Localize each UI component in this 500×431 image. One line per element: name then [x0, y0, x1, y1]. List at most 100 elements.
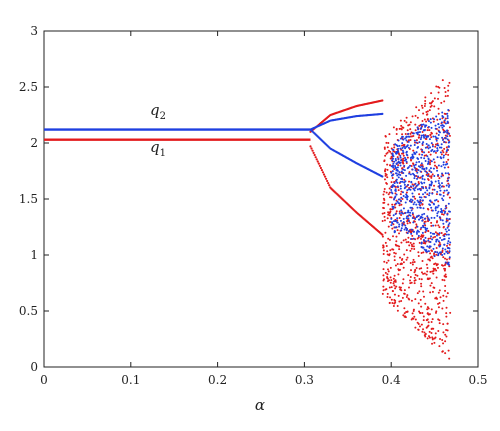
chaotic-point-q1 [409, 276, 412, 279]
chaotic-point-q1 [421, 311, 424, 314]
chaotic-point-q1 [441, 149, 444, 152]
chaotic-point-q2 [404, 224, 407, 227]
chaotic-point-q1 [414, 123, 417, 126]
chaotic-point-q1 [393, 298, 396, 301]
chaotic-point-q1 [445, 329, 448, 332]
chaotic-point-q2 [433, 174, 436, 177]
chaotic-point-q2 [414, 218, 417, 221]
chaotic-point-q2 [399, 154, 402, 157]
chaotic-point-q1 [389, 196, 392, 199]
x-tick-label: 0.2 [208, 373, 227, 387]
chaotic-point-q1 [407, 240, 410, 243]
chaotic-point-q2 [424, 159, 427, 162]
chaotic-point-q1 [421, 260, 424, 263]
chaotic-point-q1 [437, 107, 440, 110]
chaotic-point-q1 [416, 274, 419, 277]
chaotic-point-q1 [418, 109, 421, 112]
chaotic-point-q2 [417, 146, 420, 149]
chaotic-point-q2 [431, 145, 434, 148]
chaotic-point-q2 [408, 214, 411, 217]
chaotic-point-q1 [430, 255, 433, 258]
chaotic-point-q2 [400, 227, 403, 230]
chaotic-point-q2 [404, 158, 407, 161]
chaotic-point-q2 [412, 230, 415, 233]
chaotic-point-q1 [430, 176, 433, 179]
chaotic-point-q2 [407, 230, 410, 233]
chaotic-point-q2 [424, 146, 427, 149]
chaotic-point-q2 [398, 144, 401, 147]
chaotic-point-q1 [400, 203, 403, 206]
chaotic-point-q1 [387, 213, 390, 216]
chaotic-point-q1 [402, 278, 405, 281]
chaotic-point-q2 [418, 196, 421, 199]
chaotic-point-q2 [421, 213, 424, 216]
period2-point-q1 [316, 160, 319, 163]
chaotic-point-q2 [396, 174, 399, 177]
chaotic-point-q2 [399, 199, 402, 202]
chaotic-point-q1 [443, 274, 446, 277]
chaotic-point-q2 [443, 243, 446, 246]
chaotic-point-q2 [440, 165, 443, 168]
chaotic-point-q1 [432, 269, 435, 272]
chaotic-point-q2 [413, 151, 416, 154]
chaotic-point-q1 [389, 210, 392, 213]
chaotic-point-q1 [400, 300, 403, 303]
chaotic-point-q1 [416, 116, 419, 119]
chaotic-point-q1 [383, 260, 386, 263]
period2-point-q1 [310, 147, 313, 150]
chaotic-point-q1 [409, 241, 412, 244]
chaotic-point-q1 [398, 217, 401, 220]
chaotic-point-q2 [395, 162, 398, 165]
chaotic-point-q1 [441, 249, 444, 252]
chaotic-point-q1 [423, 272, 426, 275]
chaotic-point-q1 [438, 345, 441, 348]
chaotic-point-q2 [391, 154, 394, 157]
chaotic-point-q1 [436, 266, 439, 269]
period2-point-q1 [311, 149, 314, 152]
chaotic-point-q2 [447, 179, 450, 182]
chaotic-point-q1 [441, 350, 444, 353]
chaotic-point-q2 [405, 150, 408, 153]
chaotic-point-q1 [442, 213, 445, 216]
chaotic-point-q1 [385, 245, 388, 248]
chaotic-point-q2 [439, 118, 442, 121]
chaotic-point-q1 [446, 244, 449, 247]
chaotic-point-q1 [430, 104, 433, 107]
chaotic-point-q1 [390, 279, 393, 282]
chaotic-point-q1 [391, 301, 394, 304]
chaotic-point-q1 [418, 290, 421, 293]
period2-point-q1 [326, 179, 329, 183]
chaotic-point-q1 [406, 310, 409, 313]
chaotic-point-q1 [398, 232, 401, 235]
chaotic-point-q1 [427, 178, 430, 181]
chaotic-point-q1 [411, 245, 414, 248]
chaotic-point-q1 [408, 180, 411, 183]
chaotic-point-q2 [447, 210, 450, 213]
chaotic-point-q2 [429, 118, 432, 121]
chaotic-point-q2 [440, 175, 443, 178]
chaotic-point-q2 [448, 132, 451, 135]
chaotic-point-q1 [437, 329, 440, 332]
chaotic-point-q2 [404, 226, 407, 229]
chaotic-point-q1 [406, 129, 409, 132]
chaotic-point-q2 [405, 194, 408, 197]
chaotic-point-q2 [420, 215, 423, 218]
chaotic-point-q1 [395, 235, 398, 238]
chaotic-point-q2 [392, 205, 395, 208]
chaotic-point-q2 [392, 220, 395, 223]
chaotic-point-q2 [421, 182, 424, 185]
chaotic-point-q1 [400, 128, 403, 131]
chaotic-point-q2 [392, 214, 395, 217]
chaotic-point-q1 [381, 220, 384, 223]
chaotic-point-q2 [413, 177, 416, 180]
chaotic-point-q2 [413, 201, 416, 204]
chaotic-point-q1 [405, 191, 408, 194]
chaotic-point-q1 [432, 272, 435, 275]
chaotic-point-q2 [424, 196, 427, 199]
chaotic-point-q2 [445, 217, 448, 220]
chaotic-point-q2 [423, 151, 426, 154]
chaotic-point-q1 [436, 263, 439, 266]
chaotic-point-q2 [437, 123, 440, 126]
chaotic-point-q1 [427, 237, 430, 240]
chaotic-point-q2 [409, 188, 412, 191]
